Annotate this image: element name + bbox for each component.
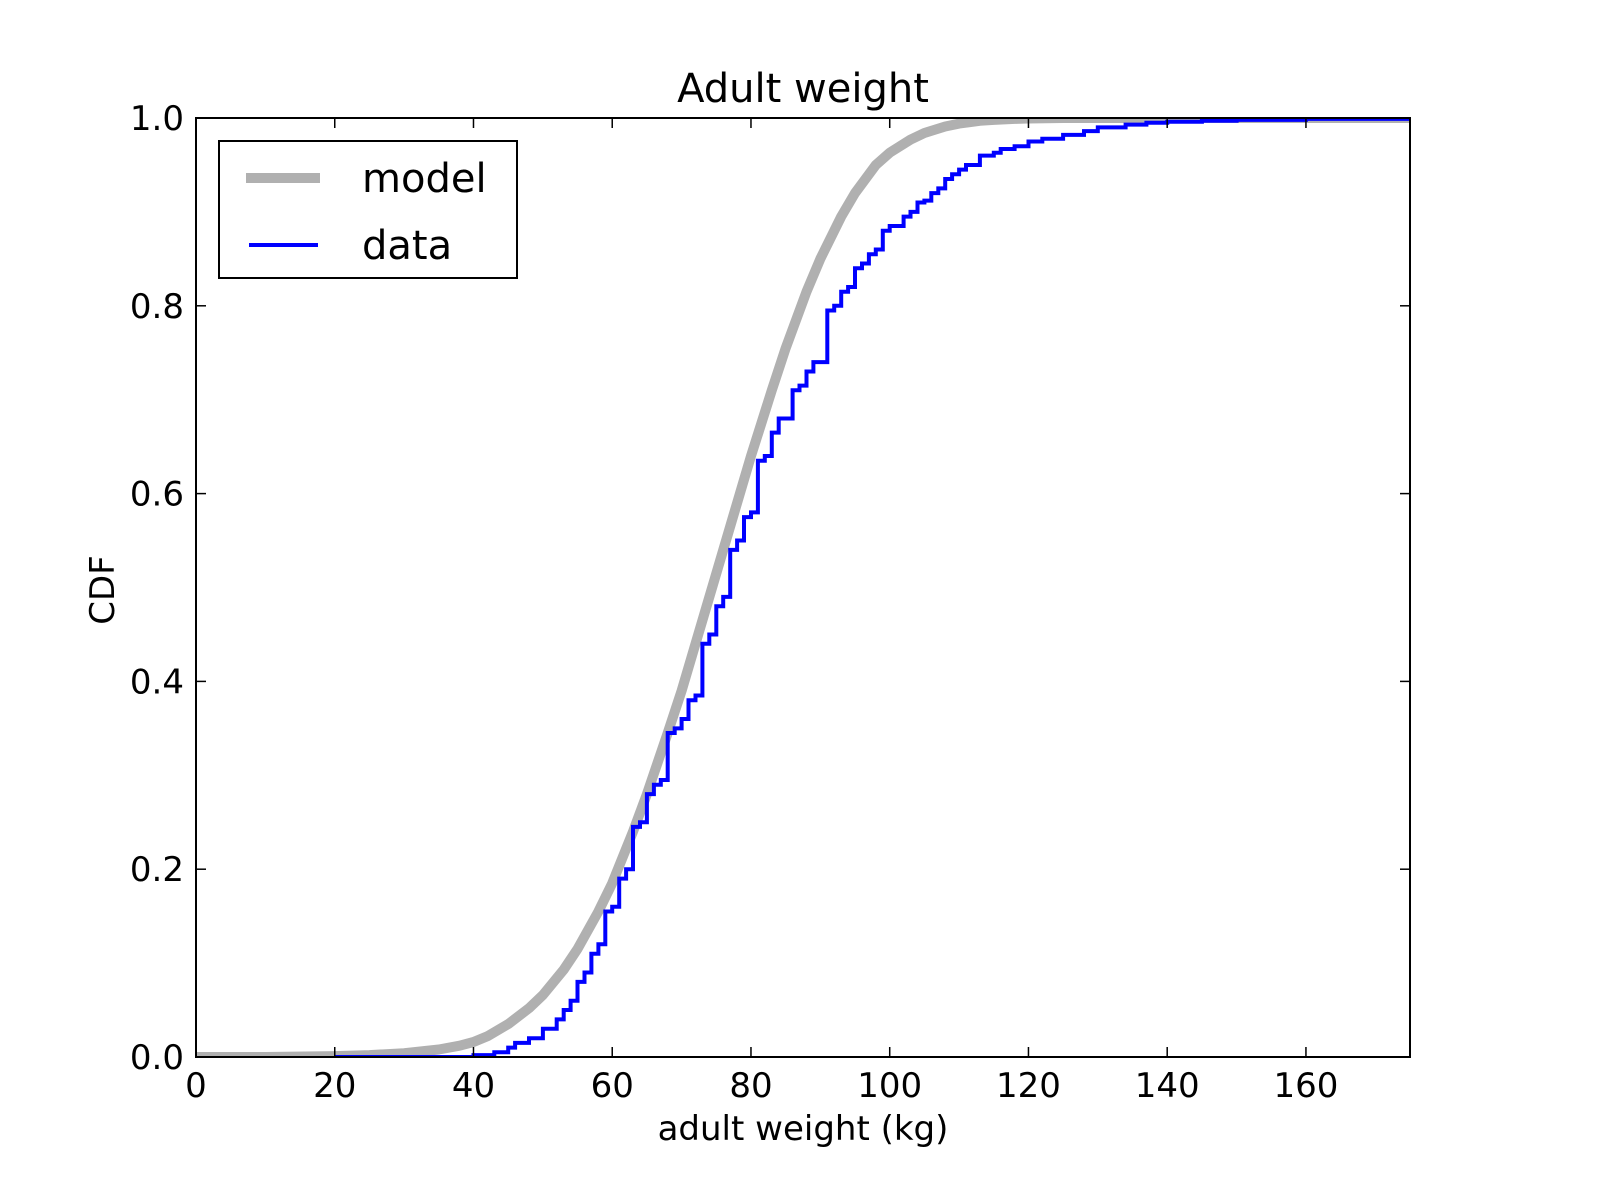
chart-title: Adult weight (677, 66, 929, 112)
x-tick-label: 100 (857, 1066, 922, 1106)
x-tick-label: 40 (452, 1066, 495, 1106)
plot-frame (195, 117, 1411, 1058)
x-tick-label: 20 (313, 1066, 356, 1106)
y-tick-label: 0.6 (130, 475, 184, 515)
x-tick-label: 160 (1273, 1066, 1338, 1106)
model-series-line (196, 118, 1410, 1057)
x-tick-label: 120 (996, 1066, 1061, 1106)
legend-data-label: data (362, 223, 452, 269)
y-tick-label: 0.0 (130, 1038, 184, 1078)
x-tick-label: 80 (729, 1066, 772, 1106)
x-axis-label: adult weight (kg) (658, 1109, 949, 1149)
y-tick-label: 0.4 (130, 662, 184, 702)
y-axis-label: CDF (83, 555, 123, 624)
x-tick-label: 60 (591, 1066, 634, 1106)
x-tick-label: 0 (185, 1066, 207, 1106)
data-series-line (334, 118, 1410, 1057)
y-tick-label: 0.8 (130, 287, 184, 327)
legend-frame (218, 140, 518, 279)
y-axis: 0.0 0.2 0.4 0.6 0.8 1.0 (130, 99, 1410, 1078)
x-axis: 0 20 40 60 80 100 120 140 160 (185, 118, 1338, 1106)
x-tick-label: 140 (1135, 1066, 1200, 1106)
y-tick-label: 0.2 (130, 850, 184, 890)
legend: model data (218, 140, 518, 279)
legend-model-label: model (362, 156, 487, 202)
y-tick-label: 1.0 (130, 99, 184, 139)
